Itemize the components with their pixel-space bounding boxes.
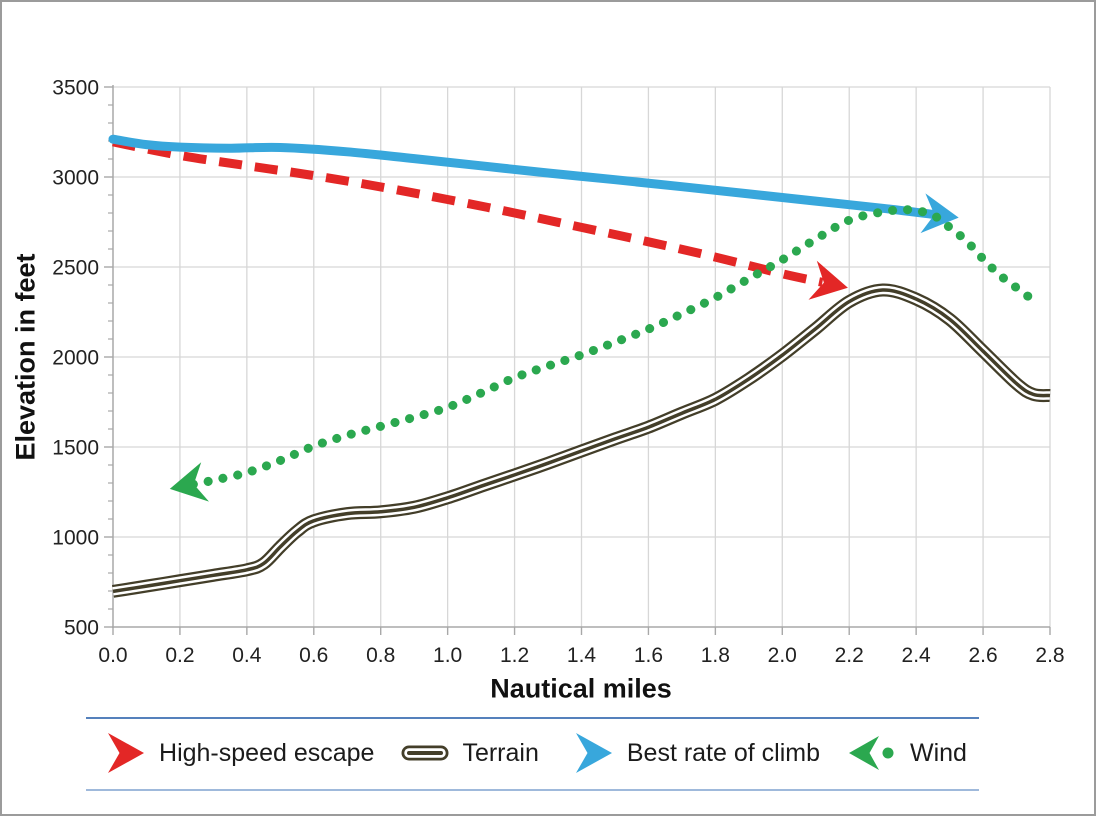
blue-arrow-right-icon [575,733,612,773]
legend-label: High-speed escape [159,738,375,767]
x-tick-label: 1.6 [634,644,663,667]
tick-labels: 500 1000 1500 2000 2500 3000 3500 0.0 0.2 0.4 0.6 0… [52,77,1064,668]
arrowhead [920,193,959,234]
x-tick-label: 0.4 [232,644,262,667]
y-tick-label: 3500 [52,77,99,100]
legend-label: Wind [910,738,967,767]
series-terrain [112,283,1051,598]
x-tick-label: 2.0 [768,644,797,667]
x-tick-label: 0.2 [165,644,194,667]
x-axis-title: Nautical miles [490,673,672,704]
elevation-chart: 500 1000 1500 2000 2500 3000 3500 0.0 0.2 0.4 0.6 0… [52,77,1064,668]
x-tick-label: 0.0 [98,644,127,667]
x-tick-label: 1.0 [433,644,462,667]
arrowhead [808,260,848,300]
x-tick-label: 0.8 [366,644,395,667]
legend-item-best-rate-of-climb: Best rate of climb [566,731,820,775]
x-tick-label: 2.4 [902,644,932,667]
axes [104,85,1051,635]
legend-item-terrain: Terrain [401,731,539,775]
legend-label: Best rate of climb [626,738,820,767]
y-tick-label: 2000 [52,347,99,370]
series-best-rate-of-climb [108,134,959,234]
red-arrow-right-icon [108,733,145,773]
x-tick-label: 2.6 [968,644,997,667]
x-tick-label: 1.2 [500,644,529,667]
y-tick-label: 500 [64,617,99,640]
legend-item-wind: Wind [847,731,967,775]
series-high-speed-escape [112,137,848,300]
terrain-road-icon [401,745,449,761]
x-tick-label: 1.4 [567,644,597,667]
y-tick-label: 2500 [52,257,99,280]
x-tick-label: 1.8 [701,644,730,667]
green-arrow-left-dot-icon [849,736,894,770]
y-tick-label: 1500 [52,437,99,460]
y-tick-label: 3000 [52,167,99,190]
x-tick-label: 2.2 [835,644,864,667]
legend: High-speed escape Terrain Best rate of c… [86,717,979,791]
series-wind [169,205,1038,502]
y-tick-label: 1000 [52,527,99,550]
x-tick-label: 0.6 [299,644,328,667]
legend-item-high-speed-escape: High-speed escape [98,731,374,775]
arrowhead [169,462,209,502]
y-axis-title: Elevation in feet [10,253,41,461]
x-tick-label: 2.8 [1035,644,1064,667]
legend-label: Terrain [462,738,539,767]
